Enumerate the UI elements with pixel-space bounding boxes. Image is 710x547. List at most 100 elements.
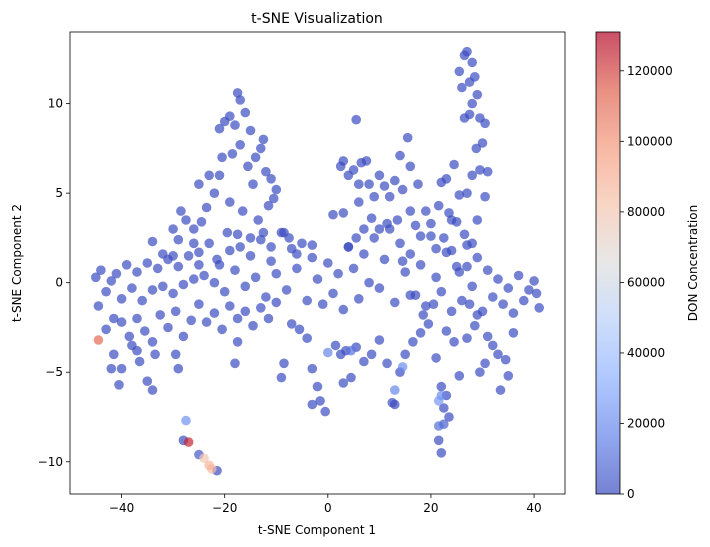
scatter-point xyxy=(410,290,421,301)
scatter-point xyxy=(286,319,297,329)
scatter-point xyxy=(480,118,490,129)
scatter-point xyxy=(158,281,168,292)
scatter-point xyxy=(439,403,449,413)
scatter-point xyxy=(253,215,263,225)
scatter-point xyxy=(369,191,380,202)
scatter-point xyxy=(379,254,390,265)
scatter-point xyxy=(534,303,544,313)
scatter-point xyxy=(493,274,503,284)
scatter-point xyxy=(415,328,426,338)
scatter-point xyxy=(379,181,390,191)
scatter-point xyxy=(503,371,514,381)
scatter-point xyxy=(382,218,392,229)
scatter-point xyxy=(276,372,287,383)
scatter-point xyxy=(225,111,235,121)
scatter-point xyxy=(457,82,467,93)
scatter-point xyxy=(472,252,483,263)
scatter-point xyxy=(346,372,356,383)
scatter-point xyxy=(116,363,127,374)
scatter-point xyxy=(152,263,163,274)
scatter-point xyxy=(470,320,480,331)
scatter-point xyxy=(436,286,447,297)
scatter-point xyxy=(366,349,377,360)
scatter-point xyxy=(168,251,178,261)
scatter-point xyxy=(462,188,472,198)
scatter-point xyxy=(168,288,178,299)
scatter-point xyxy=(243,161,253,172)
scatter-point xyxy=(390,175,400,186)
scatter-point xyxy=(475,367,485,378)
scatter-point xyxy=(312,274,323,284)
scatter-point xyxy=(271,297,282,308)
scatter-point xyxy=(323,347,333,358)
scatter-point xyxy=(189,274,199,284)
scatter-point xyxy=(204,460,214,471)
scatter-point xyxy=(390,385,400,395)
scatter-point xyxy=(312,381,323,392)
scatter-point xyxy=(343,242,354,252)
scatter-point xyxy=(454,66,465,77)
scatter-point xyxy=(263,200,274,211)
scatter-point xyxy=(433,396,444,406)
x-tick-label: 40 xyxy=(526,501,541,515)
scatter-point xyxy=(433,421,444,431)
scatter-point xyxy=(230,120,240,130)
scatter-point xyxy=(142,258,153,268)
scatter-point xyxy=(93,301,104,311)
scatter-point xyxy=(467,57,478,68)
scatter-point xyxy=(451,217,462,227)
scatter-point xyxy=(354,179,364,189)
scatter-point xyxy=(212,254,222,265)
scatter-point xyxy=(194,179,204,189)
scatter-point xyxy=(217,152,227,163)
scatter-point xyxy=(307,363,318,374)
y-tick-label: −5 xyxy=(45,365,63,379)
scatter-point xyxy=(436,381,447,392)
scatter-point xyxy=(333,268,343,279)
scatter-point xyxy=(189,238,199,249)
scatter-point xyxy=(132,313,142,324)
scatter-point xyxy=(431,243,441,254)
scatter-point xyxy=(338,156,349,166)
scatter-point xyxy=(266,256,276,267)
scatter-point xyxy=(158,249,168,259)
scatter-point xyxy=(173,363,184,374)
scatter-point xyxy=(390,297,400,308)
scatter-point xyxy=(196,217,207,227)
scatter-point xyxy=(124,331,135,342)
scatter-point xyxy=(245,125,256,136)
y-axis-label: t-SNE Component 2 xyxy=(10,204,24,322)
scatter-point xyxy=(467,238,478,249)
scatter-point xyxy=(194,299,204,310)
scatter-point xyxy=(250,152,261,163)
scatter-point xyxy=(446,245,457,256)
scatter-point xyxy=(421,206,431,216)
x-axis: −40 −20 0 20 40 xyxy=(109,494,542,515)
scatter-point xyxy=(433,435,444,446)
scatter-point xyxy=(307,240,318,250)
scatter-point xyxy=(266,174,276,184)
scatter-point xyxy=(462,261,472,272)
scatter-point xyxy=(307,399,318,410)
colorbar-tick-label: 20000 xyxy=(627,416,665,430)
scatter-point xyxy=(408,337,418,347)
scatter-point xyxy=(199,270,209,281)
scatter-point xyxy=(240,306,251,317)
scatter-point xyxy=(235,242,245,252)
scatter-point xyxy=(374,224,385,234)
scatter-point xyxy=(369,233,380,243)
scatter-point xyxy=(209,308,220,318)
scatter-point xyxy=(480,358,490,369)
scatter-point xyxy=(441,326,452,336)
scatter-point xyxy=(232,229,243,240)
scatter-point xyxy=(147,236,158,247)
scatter-point xyxy=(240,107,251,118)
scatter-point xyxy=(199,453,209,464)
scatter-point xyxy=(395,150,405,161)
scatter-point xyxy=(354,197,364,207)
scatter-point xyxy=(142,376,153,387)
scatter-point xyxy=(261,292,271,302)
scatter-point xyxy=(374,335,385,345)
scatter-point xyxy=(472,215,483,225)
scatter-point xyxy=(436,448,447,458)
